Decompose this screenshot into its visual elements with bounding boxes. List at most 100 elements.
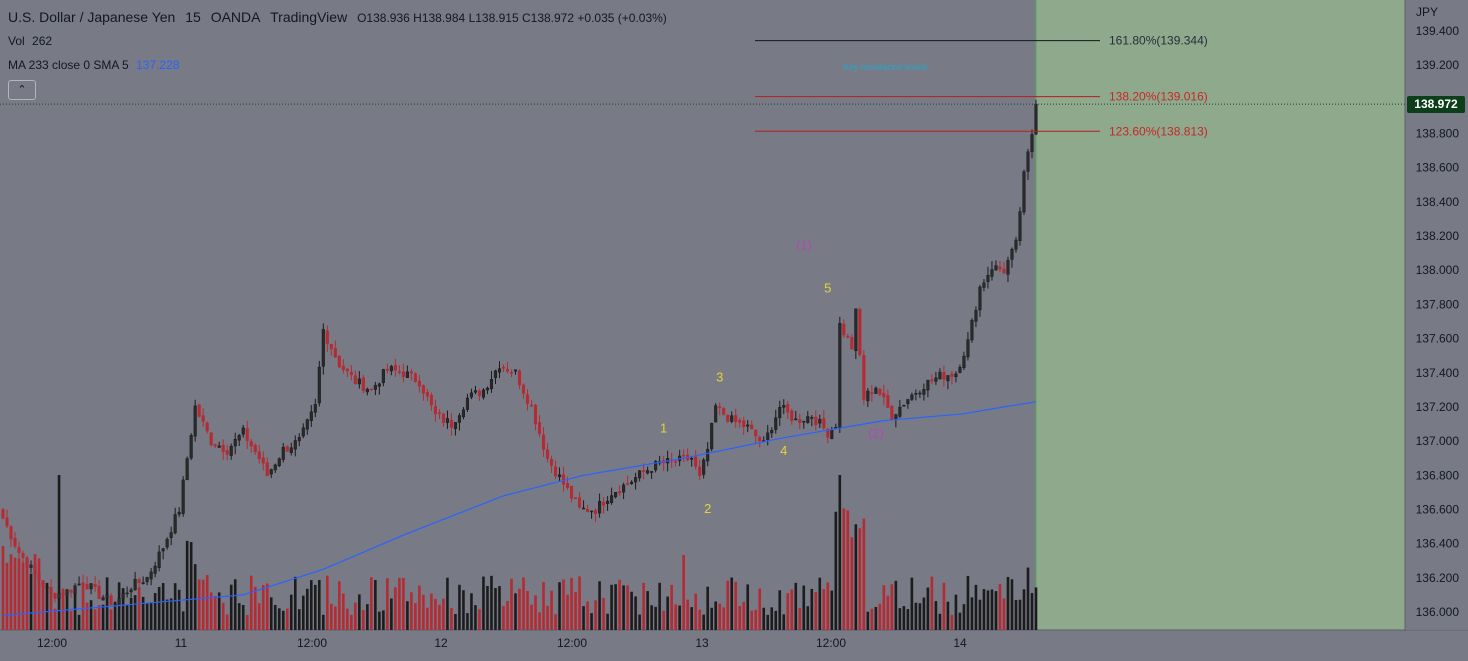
volume-bar (482, 576, 485, 630)
volume-bar (522, 577, 525, 630)
candle-body (145, 577, 149, 583)
volume-bar (153, 593, 157, 630)
candle-body (778, 407, 782, 419)
candle-body (89, 583, 93, 590)
candle-body (998, 266, 1002, 270)
candle-body (978, 286, 982, 311)
candle-body (525, 394, 530, 404)
candle-body (630, 481, 634, 484)
time-tick: 12 (434, 636, 448, 650)
candle-body (814, 416, 818, 425)
candle-body (806, 416, 810, 423)
change-value: +0.035 (+0.03%) (577, 11, 667, 25)
symbol-name[interactable]: U.S. Dollar / Japanese Yen (8, 9, 176, 25)
volume-bar (962, 604, 966, 630)
candle-body (565, 483, 570, 489)
candle-body (9, 526, 13, 540)
volume-bar (346, 608, 349, 630)
volume-bar (101, 604, 105, 630)
volume-bar (133, 595, 137, 630)
candle-body (449, 419, 453, 428)
wave-label: 4 (780, 443, 787, 458)
volume-bar (914, 602, 918, 630)
volume-bar (45, 582, 49, 630)
time-axis-background[interactable] (0, 631, 1468, 656)
collapse-legend-button[interactable]: ⌃ (8, 80, 36, 100)
candle-body (109, 595, 113, 605)
candle-body (141, 582, 145, 584)
volume-bar (233, 579, 237, 630)
volume-bar (926, 587, 930, 630)
candle-body (938, 371, 942, 380)
volume-bar (754, 609, 758, 630)
candle-body (694, 456, 698, 467)
candle-body (570, 485, 574, 499)
candle-body (794, 418, 798, 421)
volume-bar (410, 592, 413, 630)
candle-body (714, 405, 718, 423)
ma-legend[interactable]: MA 233 close 0 SMA 5 137.228 (8, 58, 179, 72)
volume-bar (169, 598, 173, 630)
candle-body (886, 395, 890, 408)
volume-bar (634, 596, 637, 630)
candle-body (245, 428, 249, 442)
volume-bar (458, 584, 461, 630)
candle-body (21, 553, 25, 558)
price-axis-background[interactable] (1406, 0, 1468, 630)
volume-bar (125, 604, 129, 630)
volume-bar (946, 601, 950, 630)
moving-average (2, 401, 1037, 616)
candle-body (682, 454, 686, 457)
candle-body (505, 368, 510, 372)
candle-body (545, 449, 550, 459)
volume-bar (382, 610, 385, 630)
candle-body (830, 429, 834, 439)
volume-bar (21, 562, 25, 630)
candle-body (822, 418, 826, 429)
volume-bar (542, 582, 545, 630)
candle-body (181, 479, 185, 514)
candle-body (610, 495, 614, 503)
candle-body (117, 598, 121, 606)
candle-body (277, 458, 281, 467)
candle-body (706, 448, 710, 462)
volume-bar (49, 590, 53, 630)
volume-bar (982, 589, 986, 630)
candle-body (557, 474, 562, 478)
volume-bar (594, 600, 597, 630)
candle-body (249, 441, 253, 447)
fib-label: 138.20%(139.016) (1109, 90, 1208, 104)
volume-bar (602, 597, 605, 630)
candle-body (866, 390, 870, 402)
volume-bar (906, 609, 910, 630)
time-tick: 14 (953, 636, 967, 650)
candle-body (65, 589, 69, 596)
candle-body (49, 587, 53, 594)
volume-bar (526, 590, 529, 630)
candle-body (626, 483, 630, 485)
volume-bar (590, 613, 593, 630)
candle-body (850, 337, 854, 350)
volume-legend[interactable]: Vol 262 (8, 34, 52, 48)
volume-bar (666, 596, 669, 630)
volume-bar (486, 585, 489, 630)
volume-bar (422, 594, 425, 630)
open-value: 138.936 (366, 11, 410, 25)
volume-bar (350, 614, 353, 630)
volume-bar (1010, 579, 1014, 630)
interval[interactable]: 15 (185, 9, 201, 25)
candle-body (650, 471, 654, 473)
candle-body (121, 592, 125, 600)
candle-body (397, 371, 401, 373)
volume-bar (1, 546, 5, 630)
candle-body (149, 571, 153, 580)
volume-bar (89, 600, 93, 630)
candle-body (229, 446, 233, 456)
candle-body (57, 592, 61, 599)
candle-body (473, 390, 478, 393)
volume-bar (730, 577, 734, 630)
candle-body (974, 310, 978, 322)
volume-bar (1018, 599, 1022, 630)
